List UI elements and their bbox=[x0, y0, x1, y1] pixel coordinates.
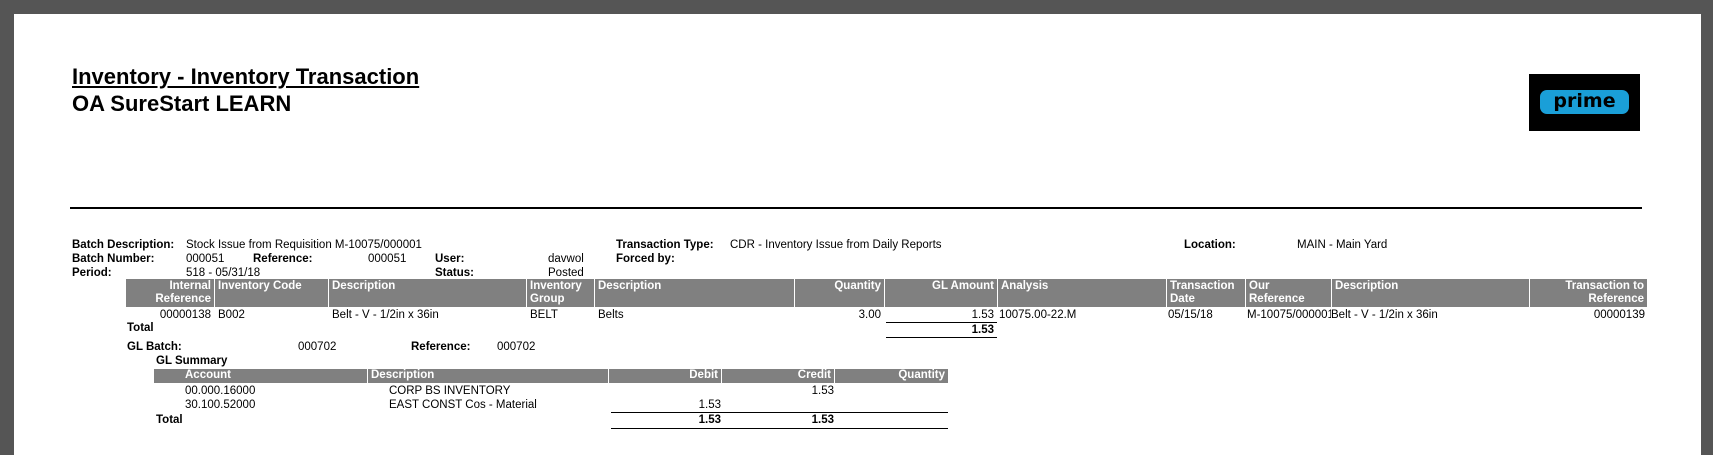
batch-description-value: Stock Issue from Requisition M-10075/000… bbox=[186, 239, 422, 251]
col-gl-amount: GL Amount bbox=[932, 280, 994, 292]
col-inventory-group: Inventory Group bbox=[530, 280, 582, 305]
reference-label: Reference: bbox=[253, 253, 313, 265]
header-divider bbox=[70, 207, 1642, 209]
row-group-description: Belts bbox=[598, 309, 624, 321]
transaction-type-value: CDR - Inventory Issue from Daily Reports bbox=[730, 239, 942, 251]
detail-total-gl-amount: 1.53 bbox=[971, 324, 994, 336]
row-description: Belt - V - 1/2in x 36in bbox=[332, 309, 439, 321]
gl-total-rule-top bbox=[611, 412, 948, 413]
transaction-type-label: Transaction Type: bbox=[616, 239, 714, 251]
prime-logo-text: prime bbox=[1540, 90, 1629, 114]
detail-total-rule-bottom bbox=[886, 337, 997, 338]
col-quantity: Quantity bbox=[834, 280, 881, 292]
location-label: Location: bbox=[1184, 239, 1236, 251]
row-our-description: Belt - V - 1/2in x 36in bbox=[1331, 309, 1438, 321]
row-transaction-to-reference: 00000139 bbox=[1593, 309, 1645, 321]
user-label: User: bbox=[435, 253, 465, 265]
row-gl-amount: 1.53 bbox=[971, 309, 994, 321]
gl-row-description: EAST CONST Cos - Material bbox=[389, 399, 537, 411]
col-group-description: Description bbox=[598, 280, 662, 292]
detail-total-label: Total bbox=[127, 322, 154, 334]
row-internal-reference: 00000138 bbox=[159, 309, 211, 321]
gl-col-account: Account bbox=[185, 369, 231, 381]
status-value: Posted bbox=[548, 267, 584, 279]
reference-value: 000051 bbox=[368, 253, 407, 265]
batch-number-label: Batch Number: bbox=[72, 253, 155, 265]
gl-col-description: Description bbox=[371, 369, 435, 381]
batch-description-label: Batch Description: bbox=[72, 239, 175, 251]
col-inventory-code: Inventory Code bbox=[218, 280, 302, 292]
gl-col-debit: Debit bbox=[689, 369, 718, 381]
status-label: Status: bbox=[435, 267, 474, 279]
gl-total-label: Total bbox=[156, 414, 183, 426]
report-title: Inventory - Inventory Transaction bbox=[72, 64, 420, 89]
gl-col-quantity: Quantity bbox=[898, 369, 945, 381]
col-analysis: Analysis bbox=[1001, 280, 1049, 292]
report-page: Inventory - Inventory Transaction OA Sur… bbox=[14, 14, 1701, 455]
gl-summary-title: GL Summary bbox=[156, 355, 228, 367]
row-our-reference: M-10075/000001 bbox=[1247, 309, 1331, 321]
gl-summary-header: Account Description Debit Credit Quantit… bbox=[154, 369, 948, 383]
detail-table-header: Internal Reference Inventory Code Descri… bbox=[126, 279, 1647, 307]
row-transaction-date: 05/15/18 bbox=[1168, 309, 1213, 321]
prime-logo: prime bbox=[1529, 74, 1640, 131]
period-label: Period: bbox=[72, 267, 112, 279]
gl-total-rule-bottom bbox=[611, 428, 948, 429]
gl-total-debit: 1.53 bbox=[698, 414, 721, 426]
detail-total-rule-top bbox=[886, 322, 997, 323]
col-internal-reference: Internal Reference bbox=[155, 280, 211, 305]
gl-total-credit: 1.53 bbox=[811, 414, 834, 426]
company-name: OA SureStart LEARN bbox=[72, 91, 292, 116]
forced-by-label: Forced by: bbox=[616, 253, 675, 265]
row-quantity: 3.00 bbox=[858, 309, 881, 321]
col-transaction-to-reference: Transaction to Reference bbox=[1565, 280, 1644, 305]
gl-row-credit: 1.53 bbox=[811, 385, 834, 397]
col-our-reference: Our Reference bbox=[1249, 280, 1305, 305]
row-inventory-group: BELT bbox=[530, 309, 558, 321]
col-description: Description bbox=[332, 280, 396, 292]
user-value: davwol bbox=[548, 253, 584, 265]
col-our-description: Description bbox=[1335, 280, 1399, 292]
gl-row-debit: 1.53 bbox=[698, 399, 721, 411]
gl-row-description: CORP BS INVENTORY bbox=[389, 385, 511, 397]
gl-batch-label: GL Batch: bbox=[127, 341, 182, 353]
gl-reference-label: Reference: bbox=[411, 341, 471, 353]
col-transaction-date: Transaction Date bbox=[1170, 280, 1235, 305]
location-value: MAIN - Main Yard bbox=[1297, 239, 1388, 251]
gl-batch-value: 000702 bbox=[298, 341, 337, 353]
gl-row-account: 30.100.52000 bbox=[185, 399, 256, 411]
batch-number-value: 000051 bbox=[186, 253, 225, 265]
gl-reference-value: 000702 bbox=[497, 341, 536, 353]
period-value: 518 - 05/31/18 bbox=[186, 267, 261, 279]
gl-row-account: 00.000.16000 bbox=[185, 385, 256, 397]
row-inventory-code: B002 bbox=[218, 309, 245, 321]
row-analysis: 10075.00-22.M bbox=[999, 309, 1077, 321]
gl-col-credit: Credit bbox=[797, 369, 831, 381]
